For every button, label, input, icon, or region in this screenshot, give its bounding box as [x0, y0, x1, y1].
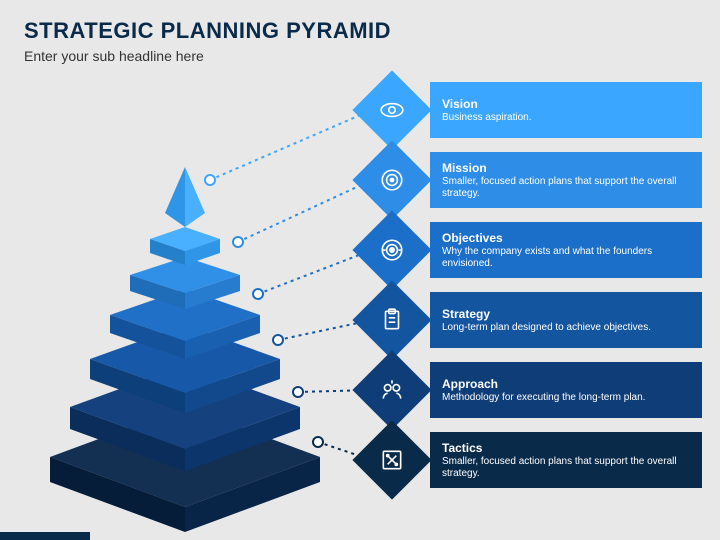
label-strategy: Strategy Long-term plan designed to achi…	[430, 292, 702, 348]
bullseye-icon	[379, 237, 405, 263]
label-tactics: Tactics Smaller, focused action plans th…	[430, 432, 702, 488]
label-objectives: Objectives Why the company exists and wh…	[430, 222, 702, 278]
desc-tactics: Smaller, focused action plans that suppo…	[442, 456, 690, 480]
clipboard-icon	[379, 307, 405, 333]
target-icon	[379, 167, 405, 193]
diamond-objectives	[352, 210, 431, 289]
card-tactics: Tactics Smaller, focused action plans th…	[392, 432, 702, 488]
diamond-mission	[352, 140, 431, 219]
title-tactics: Tactics	[442, 441, 690, 455]
footer-stripe	[0, 532, 90, 540]
desc-mission: Smaller, focused action plans that suppo…	[442, 176, 690, 200]
pyramid-diagram	[20, 117, 350, 537]
desc-vision: Business aspiration.	[442, 112, 690, 124]
desc-strategy: Long-term plan designed to achieve objec…	[442, 322, 690, 334]
people-icon	[379, 377, 405, 403]
title-strategy: Strategy	[442, 307, 690, 321]
card-approach: Approach Methodology for executing the l…	[392, 362, 702, 418]
page-title: STRATEGIC PLANNING PYRAMID	[24, 18, 696, 44]
title-approach: Approach	[442, 377, 690, 391]
diamond-strategy	[352, 280, 431, 359]
plan-icon	[379, 447, 405, 473]
title-vision: Vision	[442, 97, 690, 111]
eye-icon	[379, 97, 405, 123]
desc-objectives: Why the company exists and what the foun…	[442, 246, 690, 270]
diamond-approach	[352, 350, 431, 429]
card-objectives: Objectives Why the company exists and wh…	[392, 222, 702, 278]
diamond-tactics	[352, 420, 431, 499]
diamond-vision	[352, 70, 431, 149]
cards-column: Vision Business aspiration. Mission Smal…	[392, 82, 702, 502]
header: STRATEGIC PLANNING PYRAMID Enter your su…	[0, 0, 720, 72]
title-objectives: Objectives	[442, 231, 690, 245]
desc-approach: Methodology for executing the long-term …	[442, 392, 690, 404]
pyramid-level-1	[150, 167, 220, 265]
card-mission: Mission Smaller, focused action plans th…	[392, 152, 702, 208]
title-mission: Mission	[442, 161, 690, 175]
card-vision: Vision Business aspiration.	[392, 82, 702, 138]
content-area: Vision Business aspiration. Mission Smal…	[0, 72, 720, 522]
label-vision: Vision Business aspiration.	[430, 82, 702, 138]
page-subtitle: Enter your sub headline here	[24, 48, 696, 64]
label-mission: Mission Smaller, focused action plans th…	[430, 152, 702, 208]
label-approach: Approach Methodology for executing the l…	[430, 362, 702, 418]
card-strategy: Strategy Long-term plan designed to achi…	[392, 292, 702, 348]
